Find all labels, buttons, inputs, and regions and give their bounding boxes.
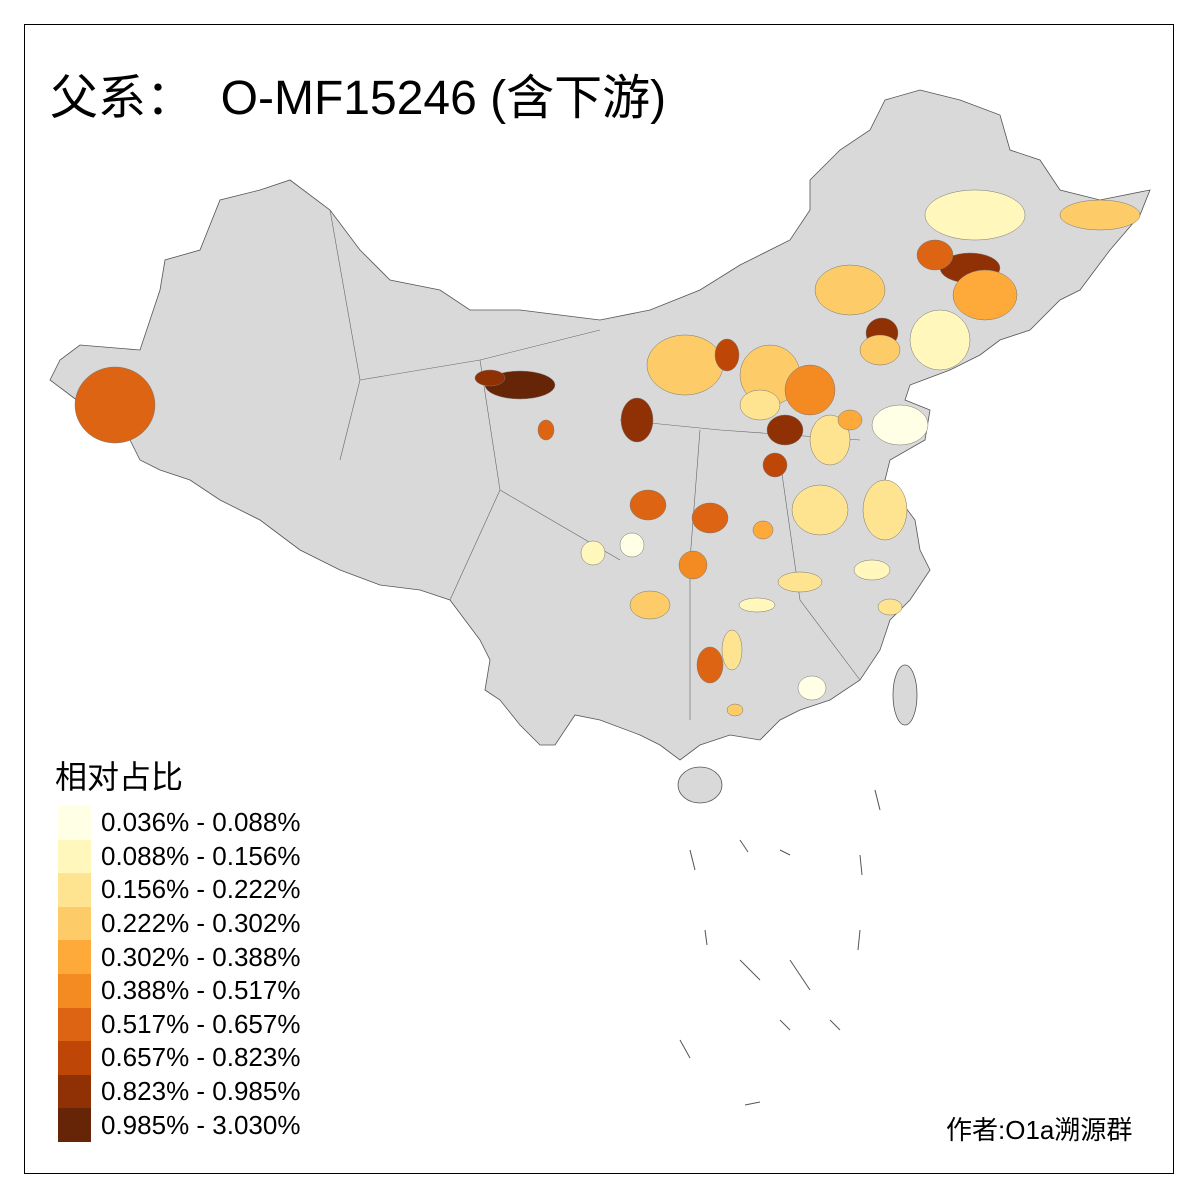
legend: 0.036% - 0.088% 0.088% - 0.156% 0.156% -… [58,806,300,1142]
region-fill [620,397,654,443]
island-mark [689,849,696,871]
region-fill [784,364,836,416]
legend-item: 0.388% - 0.517% [58,973,301,1008]
region-fill [1059,199,1141,231]
region-fill [916,239,954,271]
taiwan-island [892,664,918,726]
region-fill [791,484,849,536]
legend-label: 0.388% - 0.517% [101,975,301,1006]
region-fill [814,264,886,316]
legend-label: 0.823% - 0.985% [101,1076,301,1107]
region-fill [871,404,929,446]
legend-swatch [58,906,91,941]
island-mark [829,1019,841,1031]
region-fill [696,646,724,684]
region-fill [877,598,903,616]
legend-swatch [58,1007,91,1042]
map-frame [24,24,1174,1174]
region-fill [797,675,827,701]
legend-item: 0.036% - 0.088% [58,806,300,840]
island-mark [789,959,811,991]
region-fill [629,489,667,521]
region-fill [474,369,506,387]
legend-swatch [58,973,91,1008]
legend-swatch [58,839,91,874]
legend-item: 0.302% - 0.388% [58,940,300,974]
island-mark [744,1101,761,1106]
region-fill [809,414,851,466]
legend-title: 相对占比 [55,758,184,796]
region-fill [837,409,863,431]
region-fill [714,338,740,372]
legend-swatch [58,873,91,907]
region-fill [629,590,671,620]
island-mark [859,854,863,876]
map-title: 父系： O-MF15246 (含下游) [50,72,667,125]
legend-label: 0.985% - 3.030% [101,1109,301,1140]
island-mark [739,839,749,853]
legend-item: 0.657% - 0.823% [58,1041,300,1075]
region-fill [752,520,774,540]
legend-label: 0.036% - 0.088% [101,807,301,838]
region-fill [537,419,555,441]
legend-item: 0.985% - 3.030% [58,1108,300,1142]
legend-swatch [58,1108,91,1142]
region-fill [909,309,971,371]
legend-label: 0.088% - 0.156% [101,840,301,871]
region-fill [721,629,743,671]
island-mark [704,929,708,946]
region-fill [862,479,908,541]
region-fill [619,532,645,558]
island-mark [857,929,861,951]
legend-item: 0.823% - 0.985% [58,1074,301,1109]
legend-label: 0.517% - 0.657% [101,1008,301,1039]
island-mark [779,849,791,856]
region-fill [777,571,823,593]
region-fill [678,550,708,580]
region-fill [924,189,1026,241]
region-fill [74,366,156,444]
island-mark [739,959,761,981]
legend-label: 0.156% - 0.222% [101,874,301,905]
author-credit: 作者:O1a溯源群 [946,1115,1133,1145]
province-border [449,489,501,601]
legend-swatch [58,1074,91,1109]
island-mark [679,1039,691,1059]
region-fill [766,414,804,446]
island-mark [779,1019,791,1031]
legend-item: 0.088% - 0.156% [58,839,301,874]
hainan-island [677,766,723,804]
region-fill [691,502,729,534]
province-border [779,459,861,681]
region-fill [726,703,744,717]
region-fill [853,559,891,581]
legend-swatch [58,806,91,840]
legend-item: 0.222% - 0.302% [58,906,301,941]
region-fill [952,269,1018,321]
legend-label: 0.302% - 0.388% [101,941,301,972]
legend-label: 0.222% - 0.302% [101,908,301,939]
legend-swatch [58,940,91,974]
china-outline [49,89,1151,761]
island-mark [874,789,881,811]
region-fill [739,389,781,421]
legend-swatch [58,1041,91,1075]
legend-item: 0.517% - 0.657% [58,1007,301,1042]
region-fill [762,452,788,478]
region-fill [738,597,776,613]
legend-label: 0.657% - 0.823% [101,1042,301,1073]
legend-item: 0.156% - 0.222% [58,873,300,907]
region-fill [580,540,606,566]
region-fill [859,334,901,366]
region-fill [646,334,724,396]
